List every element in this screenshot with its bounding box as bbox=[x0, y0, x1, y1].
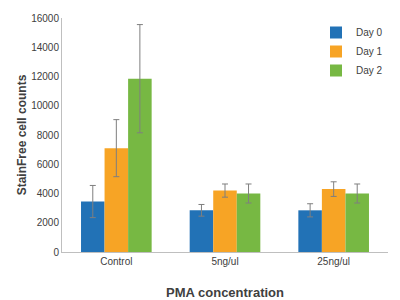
svg-text:10000: 10000 bbox=[31, 100, 59, 111]
svg-text:Control: Control bbox=[100, 256, 132, 267]
svg-text:4000: 4000 bbox=[37, 188, 60, 199]
svg-text:14000: 14000 bbox=[31, 42, 59, 53]
svg-text:PMA concentration: PMA concentration bbox=[166, 285, 284, 300]
svg-text:16000: 16000 bbox=[31, 13, 59, 24]
svg-text:0: 0 bbox=[53, 247, 59, 258]
svg-text:8000: 8000 bbox=[37, 130, 60, 141]
svg-text:5ng/ul: 5ng/ul bbox=[211, 256, 238, 267]
svg-text:6000: 6000 bbox=[37, 159, 60, 170]
svg-text:StainFree cell counts: StainFree cell counts bbox=[15, 74, 29, 195]
svg-text:Day 0: Day 0 bbox=[356, 27, 383, 38]
svg-text:12000: 12000 bbox=[31, 71, 59, 82]
svg-text:2000: 2000 bbox=[37, 217, 60, 228]
svg-text:Day 2: Day 2 bbox=[356, 65, 383, 76]
svg-text:Day 1: Day 1 bbox=[356, 46, 383, 57]
svg-text:25ng/ul: 25ng/ul bbox=[317, 256, 350, 267]
